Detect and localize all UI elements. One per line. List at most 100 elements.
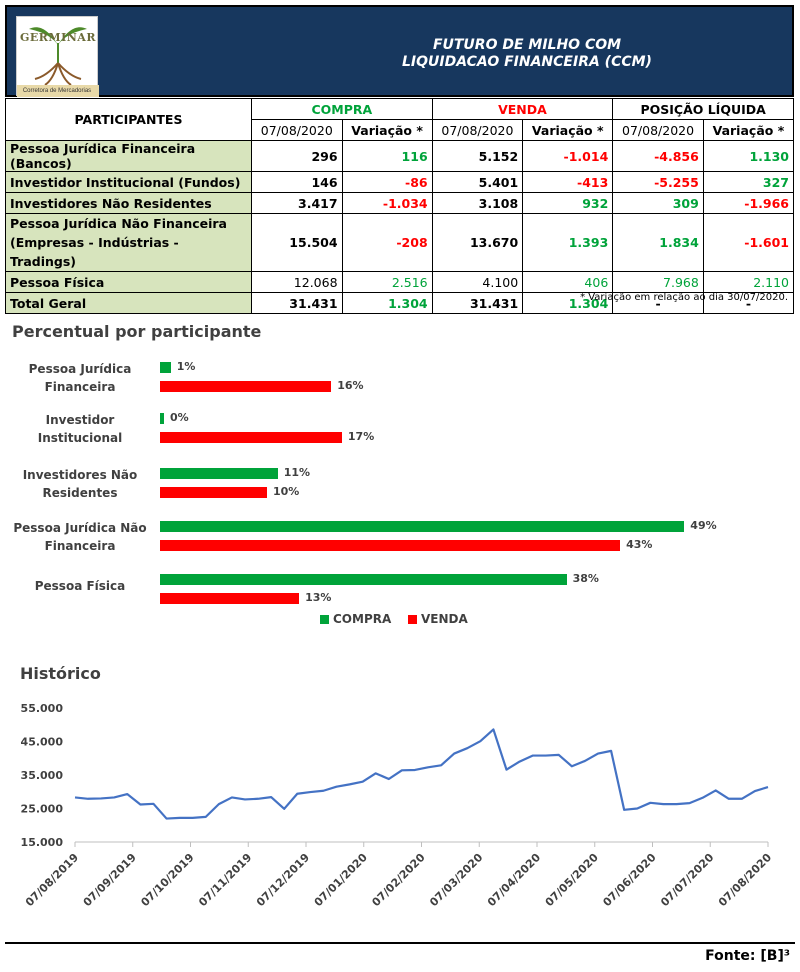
row-venda: 13.670: [431, 213, 524, 272]
row-pos: 309: [612, 192, 704, 214]
row-name: Investidor Institucional (Fundos): [5, 171, 252, 193]
posicao-date: 07/08/2020: [612, 119, 704, 141]
bar-value-label: 11%: [283, 466, 311, 479]
source-label: Fonte: [B]³: [705, 948, 790, 964]
posicao-variacao: Variação *: [702, 119, 795, 141]
row-venda: 3.108: [431, 192, 524, 214]
bar-compra: [160, 521, 685, 532]
participants-table: PARTICIPANTES COMPRA VENDA POSIÇÃO LÍQUI…: [5, 98, 795, 314]
row-compra: 296: [251, 140, 343, 172]
row-pos-var: -1.601: [702, 213, 795, 272]
page-title: FUTURO DE MILHO COM LIQUIDACAO FINANCEIR…: [337, 37, 717, 71]
row-compra-var: 116: [341, 140, 433, 172]
category-label: Pessoa Jurídica Não Financeira: [5, 519, 155, 555]
row-venda-var: 932: [522, 192, 614, 214]
category-label-line: Financeira: [44, 380, 116, 394]
category-label: Investidor Institucional: [5, 411, 155, 447]
bar-value-label: 10%: [273, 485, 300, 498]
table-row: Pessoa Jurídica Não Financeira (Empresas…: [5, 213, 795, 272]
row-compra: 12.068: [251, 271, 343, 293]
x-tick-label: 07/10/2019: [138, 851, 196, 909]
row-pos-var: -1.966: [702, 192, 795, 214]
row-pos: -4.856: [612, 140, 704, 172]
bar-venda: [160, 381, 332, 392]
line-chart: 15.000 25.000 35.000 45.000 55.000 07/08/2019…: [21, 702, 775, 909]
row-compra-var: -86: [341, 171, 433, 193]
table-row: Pessoa Jurídica Financeira (Bancos) 296 …: [5, 140, 795, 172]
category-label-line: Investidores Não: [22, 468, 138, 482]
row-venda: 31.431: [431, 292, 524, 314]
bar-value-label: 16%: [337, 379, 364, 392]
row-compra: 15.504: [251, 213, 343, 272]
row-venda: 5.152: [431, 140, 524, 172]
logo-subtext: Corretora de Mercadorias: [22, 88, 92, 94]
category-label-line: Financeira: [44, 539, 116, 553]
germinar-logo-graphic: [17, 27, 99, 97]
row-name: Investidores Não Residentes: [5, 192, 252, 214]
row-compra-var: -208: [341, 213, 433, 272]
legend-venda-label: VENDA: [421, 612, 468, 626]
germinar-logo: GERMINAR Corretora de Mercadorias: [16, 16, 99, 97]
category-label: Investidores Não Residentes: [5, 466, 155, 502]
title-line-1: FUTURO DE MILHO COM: [432, 37, 622, 53]
bar-value-label: 49%: [690, 519, 717, 532]
row-name-line-1: Pessoa Jurídica Não Financeira: [10, 216, 227, 231]
y-tick-label: 25.000: [21, 803, 64, 816]
row-compra: 3.417: [251, 192, 343, 214]
x-tick-label: 07/11/2019: [196, 851, 254, 909]
x-tick-label: 07/05/2020: [543, 851, 601, 909]
table-row-total: Total Geral 31.431 1.304 31.431 1.304 - …: [5, 292, 795, 314]
x-tick-label: 07/01/2020: [312, 851, 370, 909]
row-venda-var: 406: [522, 271, 614, 293]
row-venda-var: 1.393: [522, 213, 614, 272]
x-tick-label: 07/08/2020: [716, 851, 774, 909]
bar-venda: [160, 487, 267, 498]
x-tick-label: 07/09/2019: [81, 851, 139, 909]
bar-venda: [160, 593, 300, 604]
title-line-2: LIQUIDACAO FINANCEIRA (CCM): [402, 54, 652, 70]
bar-value-label: 17%: [347, 430, 375, 443]
category-label: Pessoa Jurídica Financeira: [5, 360, 155, 396]
category-label-line: Institucional: [37, 431, 123, 445]
x-tick-label: 07/02/2020: [369, 851, 427, 909]
row-compra: 31.431: [251, 292, 343, 314]
bar-compra: [160, 574, 567, 585]
row-pos: 1.834: [612, 213, 704, 272]
venda-variacao: Variação *: [522, 119, 614, 141]
header-participantes: PARTICIPANTES: [5, 98, 252, 141]
row-pos-var: -: [702, 292, 795, 314]
x-tick-label: 07/07/2020: [658, 851, 716, 909]
header-banner: GERMINAR Corretora de Mercadorias FUTURO…: [5, 5, 794, 97]
bar-venda: [160, 432, 342, 443]
x-tick-label: 07/06/2020: [600, 851, 658, 909]
category-label-line: Pessoa Jurídica Não: [13, 521, 147, 535]
y-tick-label: 45.000: [21, 736, 64, 749]
logo-text: GERMINAR: [20, 31, 96, 44]
y-tick-label: 15.000: [21, 836, 64, 849]
line-chart-title: Histórico: [20, 664, 101, 683]
row-pos: 7.968: [612, 271, 704, 293]
row-compra-var: -1.034: [341, 192, 433, 214]
legend-venda-swatch: [408, 615, 417, 624]
row-pos: -5.255: [612, 171, 704, 193]
bar-value-label: 13%: [305, 591, 332, 604]
row-venda-var: -1.014: [522, 140, 614, 172]
category-label-line: Pessoa Jurídica: [28, 362, 132, 376]
footer-divider: [5, 942, 795, 944]
y-tick-label: 35.000: [21, 769, 64, 782]
category-label-line: Residentes: [42, 486, 118, 500]
bar-chart-title: Percentual por participante: [12, 322, 262, 341]
category-label-line: Investidor: [45, 413, 115, 427]
row-pos-var: 1.130: [702, 140, 795, 172]
bar-value-label: 0%: [170, 411, 189, 424]
header-posicao: POSIÇÃO LÍQUIDA: [612, 98, 794, 120]
table-row: Pessoa Física 12.068 2.516 4.100 406 7.9…: [5, 271, 795, 293]
legend-compra-label: COMPRA: [333, 612, 392, 626]
row-pos-var: 327: [702, 171, 795, 193]
compra-variacao: Variação *: [341, 119, 433, 141]
row-compra-var: 2.516: [341, 271, 433, 293]
header-compra: COMPRA: [251, 98, 433, 120]
row-compra-var: 1.304: [341, 292, 433, 314]
row-name: Pessoa Física: [5, 271, 252, 293]
table-row: Investidores Não Residentes 3.417 -1.034…: [5, 192, 795, 214]
